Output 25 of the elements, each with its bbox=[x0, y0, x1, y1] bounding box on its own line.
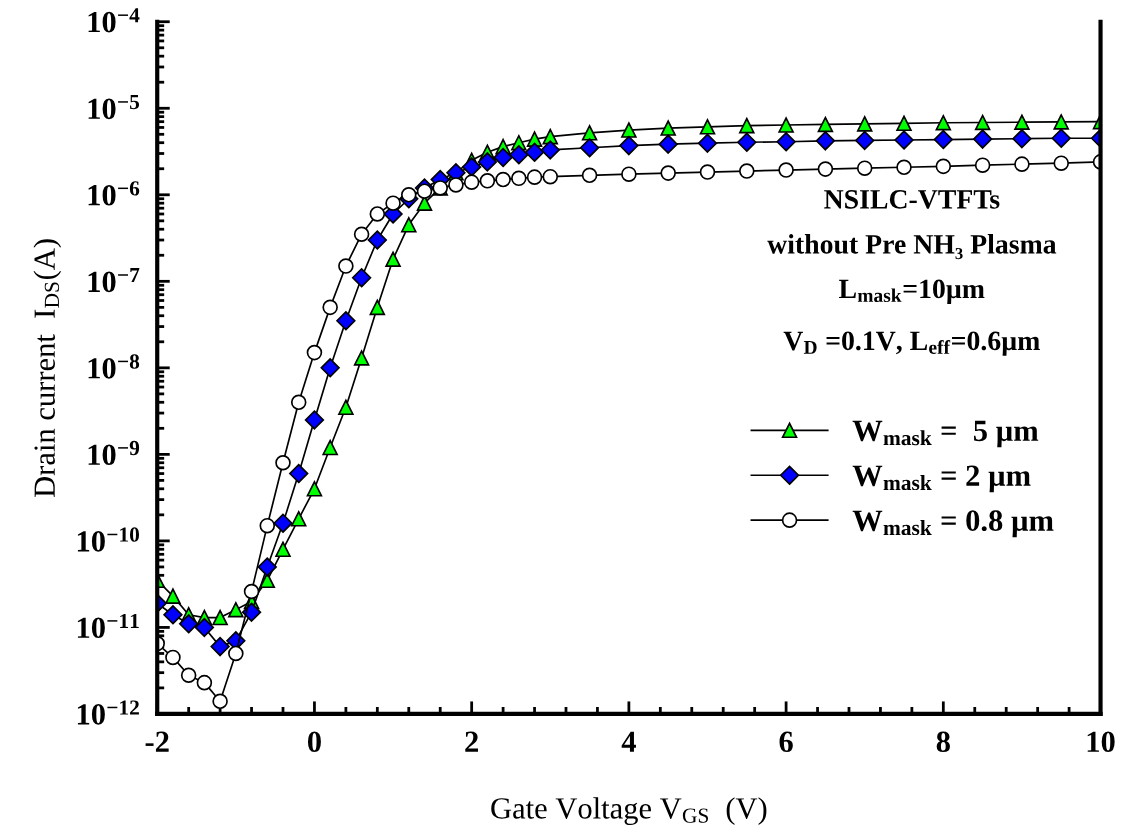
y-tick-label: 10$^{−12}$ bbox=[77, 700, 139, 725]
annotation: V$_{D}$ =0.1V, L$_{eff}$=0.6µm bbox=[783, 331, 1040, 356]
x-tick-label: 8 bbox=[936, 731, 950, 753]
y-tick-label: 10$^{−6}$ bbox=[88, 181, 140, 206]
x-tick-label: 6 bbox=[779, 731, 793, 753]
y-tick-label: 10$^{−7}$ bbox=[88, 268, 140, 293]
annotation: NSILC-VTFTs bbox=[824, 190, 1000, 209]
x-tick-label: 0 bbox=[307, 731, 321, 753]
x-tick-label: -2 bbox=[145, 731, 169, 752]
y-tick-label: 10$^{−8}$ bbox=[88, 354, 140, 379]
y-tick-label: 10$^{−9}$ bbox=[88, 440, 140, 466]
y-tick-label: 10$^{−5}$ bbox=[88, 95, 140, 120]
x-axis-title: Gate Voltage V$_{GS}$ (V) bbox=[491, 797, 767, 826]
y-tick-label: 10$^{−11}$ bbox=[77, 613, 139, 639]
legend-label: W$_{mask}$ = 5 µm bbox=[852, 420, 1039, 448]
annotation: L$_{mask}$=10µm bbox=[839, 279, 985, 304]
y-tick-label: 10$^{−4}$ bbox=[88, 8, 140, 33]
legend-label: W$_{mask}$ = 0.8 µm bbox=[852, 510, 1054, 538]
legend-label: W$_{mask}$ = 2 µm bbox=[852, 465, 1031, 493]
y-tick-label: 10$^{−10}$ bbox=[77, 527, 140, 552]
x-tick-label: 10 bbox=[1087, 731, 1115, 753]
annotation: without Pre NH₃ Plasma bbox=[767, 234, 1057, 260]
x-tick-label: 2 bbox=[465, 731, 478, 752]
x-tick-label: 4 bbox=[621, 731, 636, 752]
y-axis-title: Drain current I$_{DS}$(A) bbox=[33, 239, 62, 497]
